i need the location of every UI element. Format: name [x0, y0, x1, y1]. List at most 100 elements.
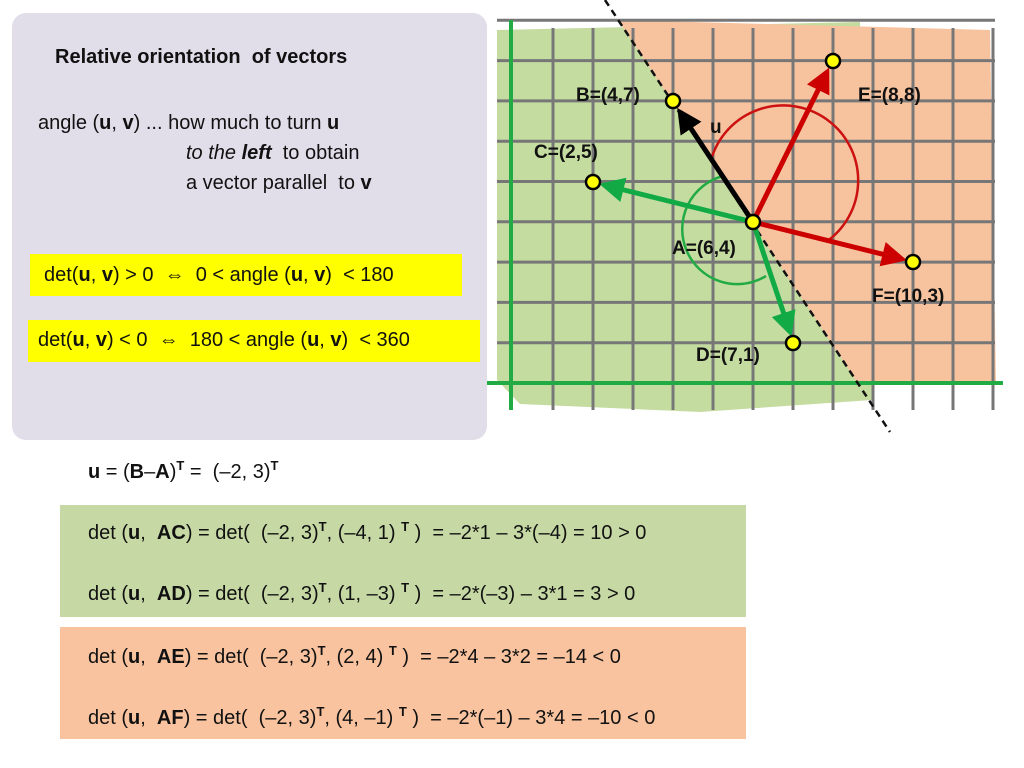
text-run: T	[388, 643, 397, 658]
text-run: to obtain	[271, 142, 360, 164]
vector	[599, 177, 754, 225]
text-run: AF	[156, 707, 184, 729]
text-run: = (–2, 3)	[184, 461, 271, 483]
point	[744, 213, 762, 231]
text-run: ) = det( (–2, 3)	[183, 707, 317, 729]
text-run: )	[169, 461, 177, 483]
text-run: ) = –2*(–1) – 3*4 = –10 < 0	[406, 707, 656, 729]
text-run: T	[401, 580, 410, 595]
text-run: ) = –2*4 – 3*2 = –14 < 0	[396, 646, 621, 668]
text-run: ) < 0	[106, 329, 159, 351]
equation: det (u, AE) = det( (–2, 3)T, (2, 4) T ) …	[88, 643, 621, 669]
definition: angle (u, v) ... how much to turn u	[38, 112, 339, 135]
text-run: T	[398, 704, 407, 719]
point-label: F=(10,3)	[872, 286, 944, 307]
text-run: v	[330, 329, 342, 351]
text-run: T	[318, 580, 327, 595]
point-label: B=(4,7)	[576, 85, 640, 106]
rule: det(u, v) < 0 ⇔ 180 < angle (u, v) < 360	[38, 329, 410, 352]
equation: det (u, AF) = det( (–2, 3)T, (4, –1) T )…	[88, 704, 655, 730]
negative-box	[60, 627, 746, 739]
text-run: T	[316, 704, 325, 719]
text-run: T	[270, 458, 279, 473]
equation: det (u, AD) = det( (–2, 3)T, (1, –3) T )…	[88, 580, 635, 606]
text-run: u	[128, 707, 141, 729]
text-run: u	[307, 329, 320, 351]
vector-label: u	[710, 117, 722, 138]
text-run: 0 < angle (	[184, 264, 291, 286]
text-run: v	[95, 329, 107, 351]
point-label: D=(7,1)	[696, 345, 760, 366]
vector	[752, 219, 907, 267]
text-run: ) = det( (–2, 3)	[184, 646, 318, 668]
text-run: ,	[319, 329, 331, 351]
text-run: T	[317, 643, 326, 658]
text-run: u	[78, 264, 91, 286]
text-run: u	[99, 112, 112, 134]
text-run: ,	[140, 646, 157, 668]
text-run: u	[128, 646, 141, 668]
text-run: v	[314, 264, 326, 286]
text-run: ) = –2*1 – 3*(–4) = 10 > 0	[409, 522, 647, 544]
text-run: T	[318, 519, 327, 534]
text-run: T	[176, 458, 185, 473]
point-label: C=(2,5)	[534, 142, 598, 163]
text-run: det (	[88, 583, 129, 605]
text-run: ,	[84, 329, 96, 351]
rule-box	[30, 254, 462, 296]
text-run: , (4, –1)	[324, 707, 399, 729]
text-run: det(	[38, 329, 73, 351]
text-run: det(	[44, 264, 79, 286]
text-run: ⇔	[158, 329, 179, 351]
text-run: left	[241, 142, 272, 164]
text-run: u	[88, 461, 101, 483]
text-run: ) > 0	[112, 264, 165, 286]
text-run: = (	[100, 461, 130, 483]
point	[584, 173, 602, 191]
text-run: det (	[88, 646, 129, 668]
text-run: a vector parallel to	[186, 172, 361, 194]
text-run: det (	[88, 707, 129, 729]
angle-arc	[709, 104, 860, 244]
vector	[750, 221, 796, 337]
text-run: ) = det( (–2, 3)	[185, 522, 319, 544]
text-run: 180 < angle (	[178, 329, 308, 351]
text-run: ,	[140, 707, 157, 729]
text-run: v	[360, 172, 372, 194]
text-run: u	[290, 264, 304, 286]
text-run: AE	[156, 646, 185, 668]
text-run: ) = det( (–2, 3)	[185, 583, 319, 605]
text-run: u	[327, 112, 340, 134]
vector	[750, 67, 830, 224]
u-definition: u = (B–A)T = (–2, 3)T	[88, 458, 278, 484]
definition: to the left to obtain	[186, 142, 359, 165]
text-run: ,	[90, 264, 102, 286]
text-run: ,	[111, 112, 123, 134]
text-run: v	[122, 112, 134, 134]
text-run: ) = –2*(–3) – 3*1 = 3 > 0	[409, 583, 636, 605]
point-label: E=(8,8)	[858, 85, 921, 106]
definition: a vector parallel to v	[186, 172, 372, 195]
text-run: v	[101, 264, 113, 286]
text-run: B	[129, 461, 145, 483]
text-run: angle (	[38, 112, 100, 134]
rule-box	[28, 320, 480, 362]
text-run: –	[144, 461, 156, 483]
equation: det (u, AC) = det( (–2, 3)T, (–4, 1) T )…	[88, 519, 646, 545]
text-run: AD	[156, 583, 186, 605]
point	[784, 334, 802, 352]
point-label: A=(6,4)	[672, 238, 736, 259]
text-run: ⇔	[164, 264, 185, 286]
text-run: T	[401, 519, 410, 534]
text-run: ,	[140, 583, 157, 605]
text-run: to the	[186, 142, 242, 164]
text-run: , (1, –3)	[326, 583, 402, 605]
panel	[12, 13, 487, 440]
text-run: det (	[88, 522, 129, 544]
text-run: , (–4, 1)	[326, 522, 402, 544]
rule: det(u, v) > 0 ⇔ 0 < angle (u, v) < 180	[44, 264, 394, 287]
text-run: AC	[156, 522, 186, 544]
point	[664, 92, 682, 110]
text-run: , (2, 4)	[325, 646, 389, 668]
